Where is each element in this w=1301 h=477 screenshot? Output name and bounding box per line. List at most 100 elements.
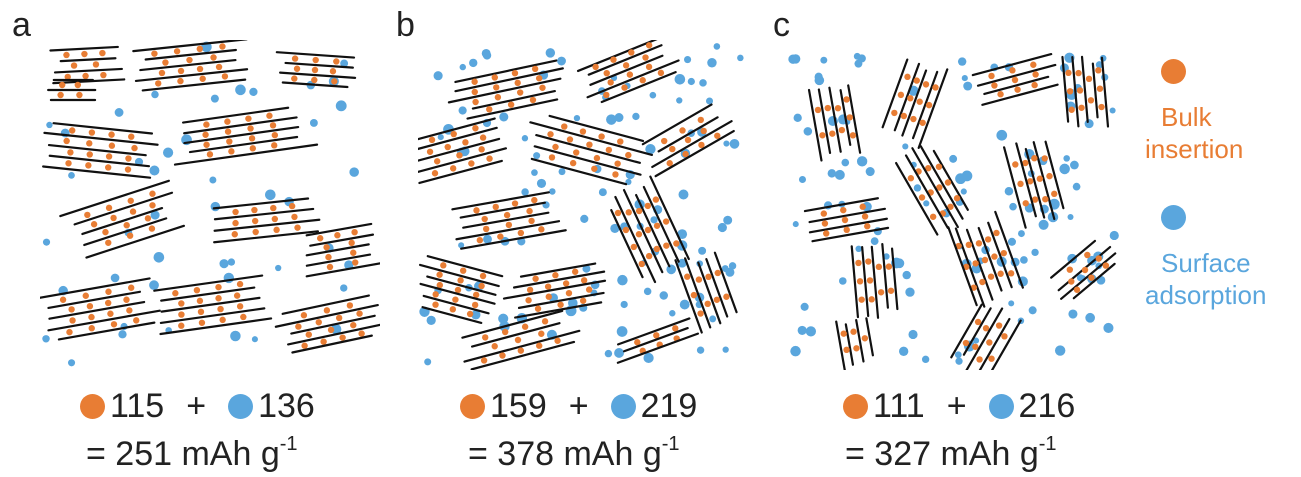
bulk-ion: [149, 202, 156, 209]
bulk-ion: [219, 43, 226, 50]
bulk-ion: [426, 148, 434, 155]
bulk-ion: [248, 135, 256, 142]
bulk-ion: [916, 98, 923, 105]
panel-b: b 159 + 219 = 378 mAh g-1: [388, 0, 788, 477]
bulk-ion: [579, 297, 587, 304]
plus-sign: +: [186, 386, 207, 425]
bulk-ion: [334, 232, 341, 239]
surface-ion: [521, 135, 529, 142]
bulk-ion: [935, 163, 943, 170]
bulk-dot-icon: [460, 393, 485, 419]
bulk-ion: [148, 225, 156, 232]
bulk-ion: [486, 106, 493, 113]
bulk-ion: [311, 66, 319, 74]
bulk-ion: [517, 229, 525, 237]
surface-ion: [797, 325, 807, 335]
graphite-layer: [502, 279, 607, 300]
bulk-ion: [123, 296, 130, 303]
total-capacity-text: = 378 mAh g: [468, 435, 662, 473]
graphite-layer: [617, 317, 691, 346]
bulk-legend-line1: Bulk: [1161, 102, 1212, 132]
bulk-ion: [172, 290, 179, 297]
graphite-layer: [290, 314, 376, 335]
bulk-ion: [233, 292, 241, 299]
surface-ion: [649, 91, 657, 99]
surface-ion: [426, 315, 436, 326]
bulk-ion: [843, 346, 850, 354]
surface-ion: [531, 169, 538, 176]
surface-ion: [498, 313, 509, 324]
bulk-ion: [63, 137, 70, 145]
bulk-ion: [433, 158, 441, 165]
surface-ion: [683, 55, 692, 64]
bulk-ion: [534, 305, 542, 312]
surface-capacity-value: 136: [258, 386, 315, 425]
graphite-layer: [173, 143, 319, 166]
bulk-ion: [270, 204, 277, 212]
bulk-ion: [193, 286, 201, 294]
bulk-ion: [672, 325, 679, 332]
bulk-ion: [614, 209, 622, 217]
bulk-ion: [997, 91, 1004, 98]
graphite-layer: [904, 154, 949, 229]
bulk-ion: [976, 356, 983, 363]
bulk-ion: [955, 242, 962, 250]
bulk-ion: [505, 221, 513, 229]
surface-ion: [251, 336, 258, 343]
surface-ion: [814, 72, 823, 81]
bulk-ion: [202, 131, 209, 138]
surface-capacity-value: 219: [640, 386, 698, 425]
surface-ion: [275, 264, 282, 272]
bulk-ion: [452, 296, 459, 303]
surface-ion: [687, 77, 695, 86]
bulk-ion: [486, 155, 493, 162]
bulk-ion: [335, 314, 343, 322]
surface-ion: [705, 97, 714, 105]
bulk-ion: [271, 131, 279, 139]
surface-ion: [1109, 107, 1116, 114]
bulk-ion: [907, 95, 914, 102]
surface-ion: [557, 56, 566, 66]
surface-ion: [349, 167, 359, 177]
bulk-ion: [70, 62, 78, 69]
bulk-ion: [251, 206, 258, 214]
bulk-ion: [92, 61, 100, 68]
graphite-layer: [426, 255, 504, 278]
surface-ion: [219, 259, 229, 269]
bulk-ion: [924, 165, 932, 172]
surface-ion: [643, 352, 654, 364]
bulk-ion: [653, 222, 661, 229]
surface-ion: [340, 284, 348, 292]
surface-ion: [713, 43, 721, 50]
graphite-layer: [895, 161, 939, 236]
bulk-ion: [151, 50, 158, 57]
bulk-ion: [100, 71, 107, 79]
bulk-ion: [196, 45, 203, 53]
bulk-ion: [829, 130, 836, 137]
bulk-ion: [571, 268, 579, 275]
bulk-ion: [843, 96, 850, 103]
schematic-panel-c: [788, 52, 1119, 370]
bulk-ion: [635, 231, 643, 238]
graphite-layer: [881, 243, 889, 309]
bulk-ion: [669, 145, 676, 153]
graphite-layer: [47, 309, 161, 332]
surface-ion: [902, 143, 909, 150]
graphite-layer: [1002, 146, 1027, 229]
bulk-ion: [1042, 195, 1049, 203]
graphite-layer: [144, 48, 237, 61]
surface-ion: [729, 139, 740, 149]
surface-ion: [1084, 119, 1094, 129]
bulk-ion: [536, 342, 543, 349]
plus-sign: +: [946, 386, 967, 425]
graphite-layer: [284, 61, 354, 69]
bulk-ion: [517, 347, 525, 354]
graphite-layer: [451, 191, 550, 211]
bulk-ion: [625, 209, 632, 216]
bulk-ion: [526, 207, 533, 215]
surface-ion: [898, 346, 909, 356]
graphite-layer: [454, 67, 564, 93]
bulk-ion: [126, 307, 133, 314]
bulk-ion: [953, 195, 961, 202]
surface-ion: [1070, 160, 1079, 170]
